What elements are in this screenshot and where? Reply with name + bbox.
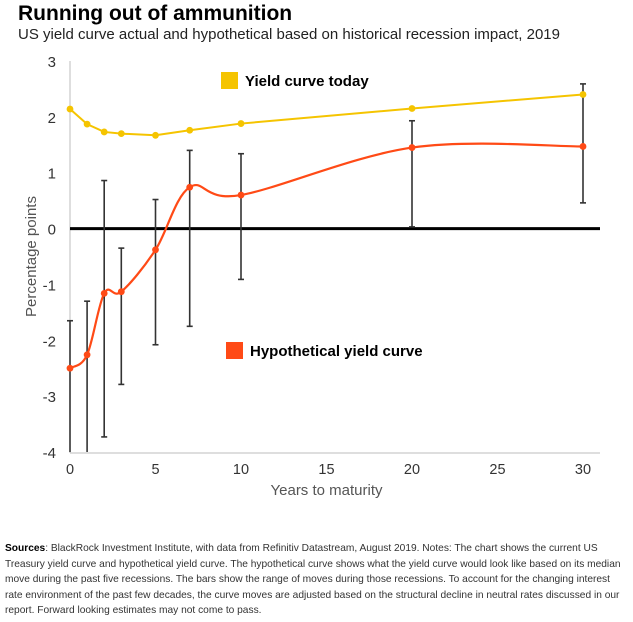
point-yield-today [237,120,245,127]
point-yield-today [100,128,108,136]
legend-swatch [226,342,243,359]
point-hypothetical [66,364,74,372]
point-hypothetical [237,191,245,199]
y-tick-label: 1 [48,166,56,183]
x-tick-label: 20 [404,462,420,478]
y-tick-label: 3 [48,54,56,71]
x-tick-label: 5 [151,462,159,478]
chart-subtitle: US yield curve actual and hypothetical b… [18,26,560,43]
point-yield-today [579,91,587,98]
y-tick-label: -4 [43,445,56,462]
sources-note: Sources: BlackRock Investment Institute,… [5,541,627,619]
y-tick-label: 2 [48,110,56,127]
y-axis-title: Percentage points [23,196,40,317]
x-tick-label: 30 [575,462,591,478]
x-axis-title: Years to maturity [271,482,383,499]
point-hypothetical [117,288,125,296]
point-hypothetical [186,183,194,191]
sources-label: Sources [5,543,46,554]
chart-legend: Yield curve today Hypothetical yield curv… [221,72,423,360]
point-yield-today [408,105,416,112]
error-bars [67,83,586,452]
point-yield-today [66,105,74,113]
chart-title: Running out of ammunition [18,2,293,25]
x-tick-label: 25 [489,462,505,478]
series-line-hypothetical [69,142,584,370]
legend-swatch [221,72,238,89]
series-points [66,91,587,372]
y-tick-label: -2 [43,333,56,350]
legend-label: Yield curve today [245,73,369,90]
point-yield-today [117,130,125,138]
y-tick-label: -3 [43,389,56,406]
point-yield-today [83,120,91,128]
y-tick-label: -1 [43,277,56,294]
point-hypothetical [579,143,587,150]
sources-text: : BlackRock Investment Institute, with d… [5,543,621,616]
x-tick-label: 15 [318,462,334,478]
point-hypothetical [152,246,159,254]
point-hypothetical [408,144,416,151]
y-tick-label: 0 [48,222,56,239]
series-lines [69,93,584,370]
point-yield-today [152,131,159,139]
legend-label: Hypothetical yield curve [250,343,423,360]
point-hypothetical [100,289,108,297]
x-tick-label: 10 [233,462,249,478]
point-yield-today [186,126,194,134]
series-line-yield-today [69,93,584,137]
point-hypothetical [83,351,91,359]
x-tick-label: 0 [66,462,74,478]
